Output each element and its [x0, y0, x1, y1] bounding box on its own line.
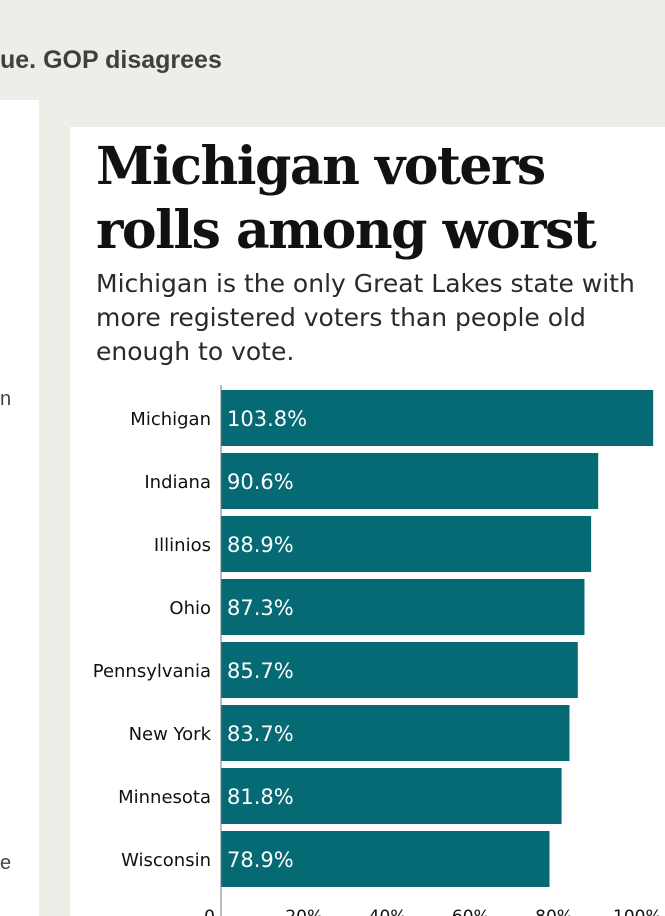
value-label: 85.7% [227, 659, 294, 683]
bar [221, 642, 578, 698]
x-tick-label: 0 [204, 907, 215, 916]
category-label: New York [129, 724, 212, 745]
chart-card: Michigan voters rolls among worst Michig… [70, 127, 665, 916]
value-label: 88.9% [227, 533, 294, 557]
value-label: 90.6% [227, 470, 294, 494]
category-label: Michigan [130, 409, 211, 430]
value-label: 83.7% [227, 722, 294, 746]
chart-subtitle: Michigan is the only Great Lakes state w… [96, 269, 635, 366]
x-tick-label: 20% [285, 907, 323, 916]
article-text-fragment: e [0, 852, 12, 874]
bar [221, 705, 570, 761]
bar [221, 516, 592, 572]
bar [221, 579, 585, 635]
value-label: 81.8% [227, 785, 294, 809]
category-label: Minnesota [118, 787, 211, 808]
x-tick-label: 60% [452, 907, 490, 916]
article-column: n e [0, 100, 39, 916]
value-label: 103.8% [227, 407, 307, 431]
bar [221, 831, 550, 887]
bar [221, 390, 654, 446]
x-tick-label: 40% [369, 907, 407, 916]
x-tick-label: 100% [613, 907, 662, 916]
category-label: Ohio [169, 598, 211, 619]
x-tick-label: 80% [535, 907, 573, 916]
bar-chart: Michigan 103.8% Indiana 90.6% Illinios 88.9% O… [93, 385, 662, 916]
bar [221, 768, 562, 824]
headline-fragment[interactable]: ue. GOP disagrees [0, 46, 222, 74]
article-text-fragment: n [0, 388, 12, 410]
value-label: 78.9% [227, 848, 294, 872]
category-label: Wisconsin [121, 850, 211, 871]
chart-title: Michigan voters rolls among worst [96, 136, 597, 261]
category-label: Indiana [144, 472, 211, 493]
category-label: Pennsylvania [93, 661, 211, 682]
value-label: 87.3% [227, 596, 294, 620]
category-label: Illinios [154, 535, 211, 556]
bar [221, 453, 599, 509]
